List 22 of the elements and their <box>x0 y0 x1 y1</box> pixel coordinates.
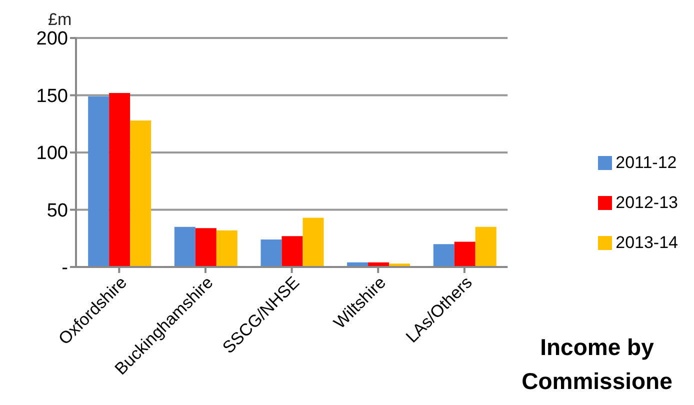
legend-label: 2012-13 <box>616 192 678 212</box>
bar <box>216 230 238 267</box>
bar <box>302 218 324 267</box>
legend-label: 2011-12 <box>616 152 677 172</box>
y-tick-label: 150 <box>36 86 68 107</box>
bar <box>433 244 454 267</box>
bar <box>195 228 216 267</box>
y-axis-title: £m <box>48 10 72 30</box>
text: Income by Commissione <box>520 333 674 396</box>
y-tick-label: 100 <box>36 143 68 164</box>
bar <box>109 92 130 267</box>
y-tick-label: - <box>62 258 68 279</box>
bar <box>174 226 196 267</box>
legend-label: 2013-14 <box>616 232 678 252</box>
bar <box>454 242 476 267</box>
bar <box>282 236 303 267</box>
bar <box>130 120 152 267</box>
y-tick-label: 200 <box>36 28 68 50</box>
bar <box>260 240 282 267</box>
bar <box>88 96 110 267</box>
bar <box>475 226 496 267</box>
y-tick-label: 50 <box>46 200 68 222</box>
